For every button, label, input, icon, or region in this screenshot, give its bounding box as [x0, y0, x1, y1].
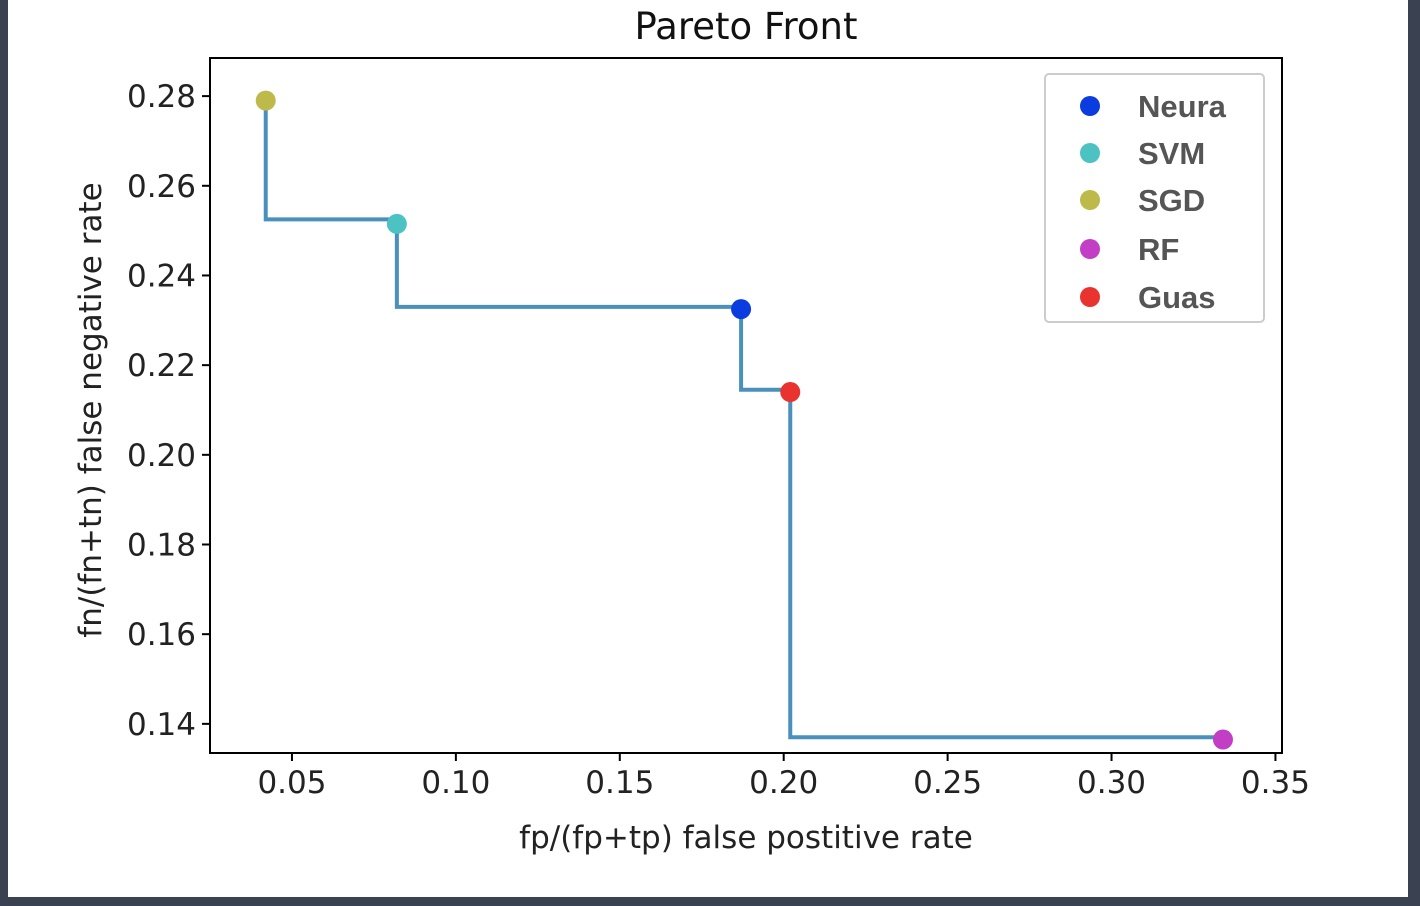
y-tick-label: 0.22	[127, 348, 196, 384]
data-point-neura	[731, 299, 752, 320]
y-tick-label: 0.24	[127, 258, 196, 294]
y-tick-label: 0.16	[127, 617, 196, 653]
legend-label-neura: Neura	[1138, 89, 1227, 124]
x-axis-label: fp/(fp+tp) false postitive rate	[519, 820, 973, 856]
data-point-svm	[386, 213, 407, 234]
y-tick-label: 0.14	[127, 707, 196, 743]
x-tick-label: 0.20	[749, 765, 818, 801]
legend-marker-rf	[1080, 239, 1100, 259]
x-tick-label: 0.25	[913, 765, 982, 801]
x-tick-label: 0.05	[257, 765, 326, 801]
figure-canvas: Pareto Front 0.05 0.10 0.15 0.20 0.25 0.30 0.3…	[8, 0, 1408, 897]
x-tick-label: 0.30	[1077, 765, 1146, 801]
series-layer	[255, 90, 1233, 750]
x-tick-label: 0.35	[1241, 765, 1310, 801]
y-axis-ticks: 0.14 0.16 0.18 0.20 0.22 0.24 0.26 0.28	[127, 79, 210, 743]
y-tick-label: 0.20	[127, 438, 196, 474]
legend-label-guas: Guas	[1138, 280, 1216, 315]
legend-label-rf: RF	[1138, 232, 1179, 267]
data-point-sgd	[255, 90, 276, 111]
y-axis-label: fn/(fn+tn) false negative rate	[73, 182, 109, 637]
legend-box	[1044, 73, 1265, 323]
legend-label-sgd: SGD	[1138, 183, 1205, 218]
data-point-rf	[1212, 729, 1233, 750]
chart-title: Pareto Front	[635, 5, 858, 48]
legend-marker-neura	[1080, 96, 1100, 116]
y-tick-label: 0.26	[127, 169, 196, 205]
y-tick-label: 0.28	[127, 79, 196, 115]
y-tick-label: 0.18	[127, 528, 196, 564]
legend: Neura SVM SGD RF Guas	[1044, 73, 1265, 323]
legend-marker-guas	[1080, 287, 1100, 307]
legend-marker-sgd	[1080, 190, 1100, 210]
legend-marker-svm	[1080, 143, 1100, 163]
x-axis-ticks: 0.05 0.10 0.15 0.20 0.25 0.30 0.35	[257, 753, 1310, 801]
legend-label-svm: SVM	[1138, 136, 1205, 171]
pareto-chart: Pareto Front 0.05 0.10 0.15 0.20 0.25 0.30 0.3…	[73, 5, 1310, 856]
data-point-guas	[780, 382, 801, 403]
x-tick-label: 0.15	[585, 765, 654, 801]
x-tick-label: 0.10	[421, 765, 490, 801]
